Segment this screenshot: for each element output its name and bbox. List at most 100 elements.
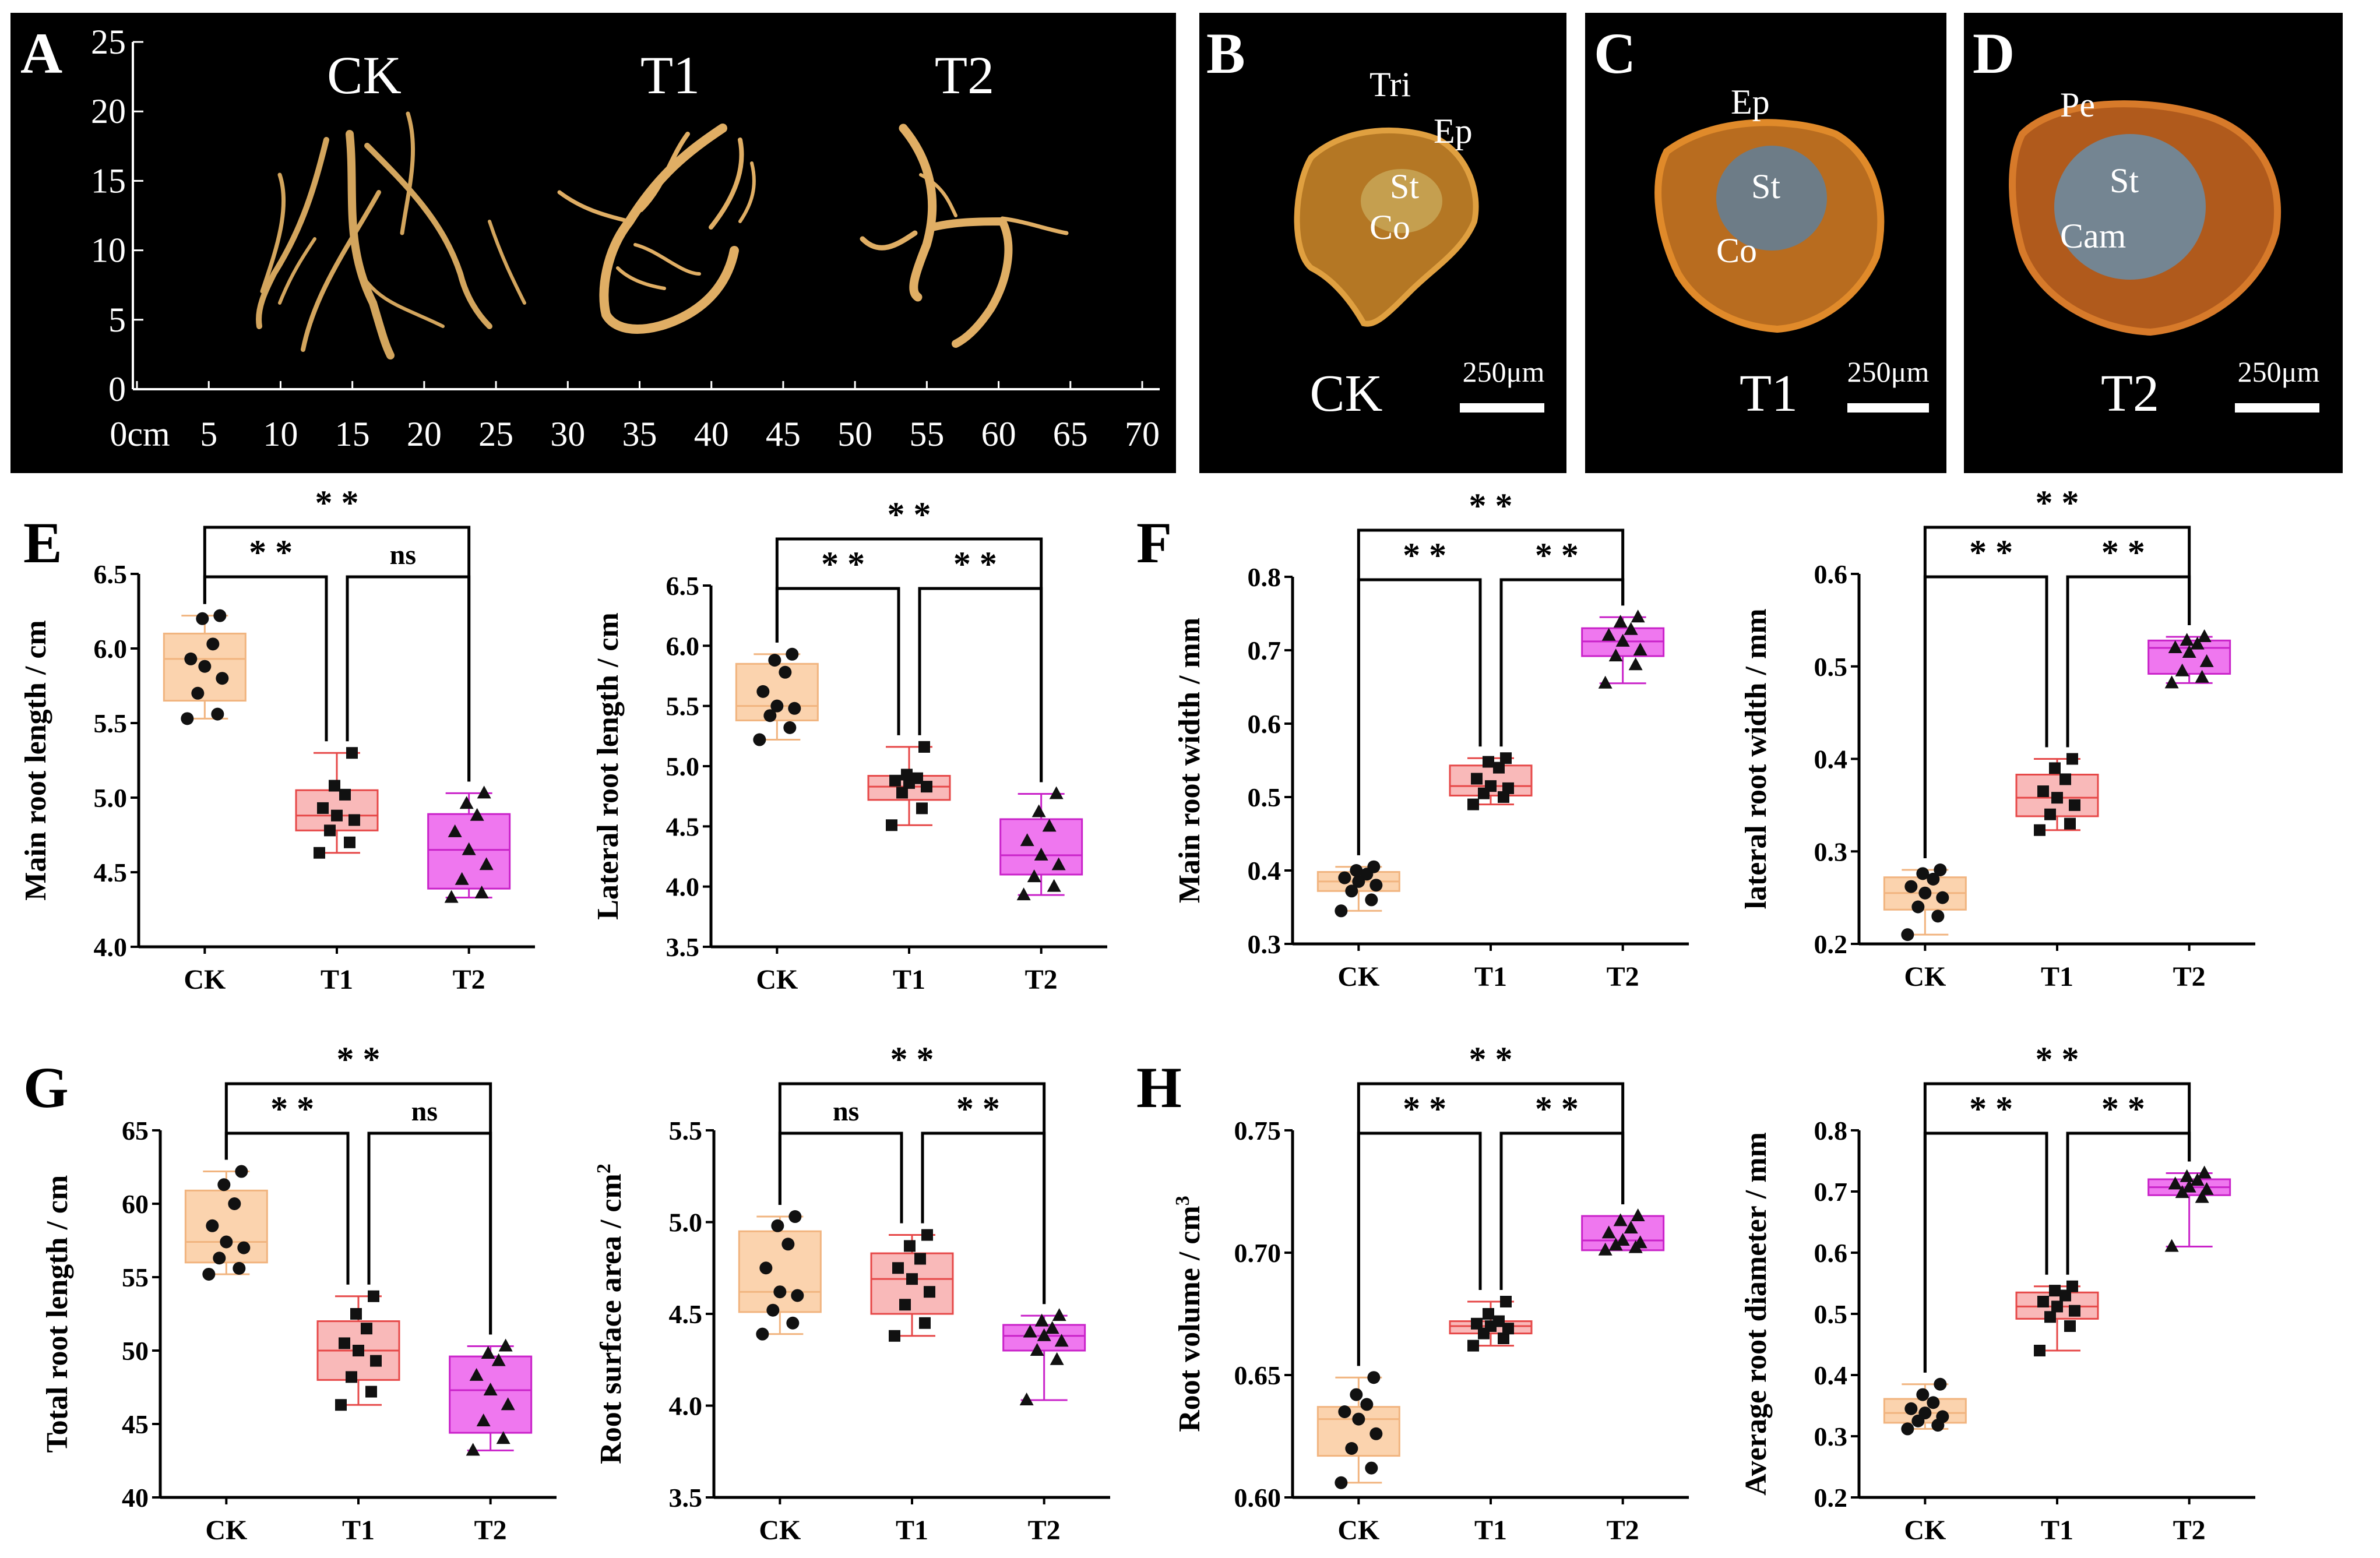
significance-bracket (203, 575, 328, 742)
significance-bracket (1499, 1132, 1625, 1290)
data-point (348, 814, 360, 826)
data-point (781, 1238, 795, 1251)
significance-bracket (778, 1132, 903, 1224)
panel-d-group: T2 (2101, 365, 2159, 422)
box-plot-8: 0.2 0.3 0.4 0.5 0.6 0.7 0.8 Average root diamet… (1740, 1040, 2255, 1546)
panel-b-label-ep: Ep (1434, 112, 1473, 150)
box-ck (184, 1165, 268, 1281)
box-t2 (449, 1338, 533, 1456)
data-point (1624, 1221, 1638, 1233)
ruler-x-label: 35 (622, 415, 657, 453)
x-tick-label: T2 (2173, 961, 2206, 992)
data-point (220, 1235, 233, 1249)
significance-label: * * (270, 1090, 314, 1128)
panel-d-letter: D (1973, 21, 2015, 86)
data-point (1911, 900, 1925, 914)
data-point (217, 1178, 231, 1192)
data-point (2175, 663, 2189, 676)
data-point (1367, 1371, 1381, 1384)
data-point (2164, 1239, 2179, 1252)
data-point (1918, 886, 1932, 900)
data-point (317, 802, 329, 814)
data-point (1502, 1323, 1514, 1335)
data-point (896, 787, 908, 799)
data-point (1042, 819, 1057, 832)
panel-d-label-st: St (2110, 161, 2139, 200)
x-tick-label: T1 (2041, 1515, 2073, 1546)
significance-label: * * (1469, 1040, 1513, 1078)
data-point (1500, 1296, 1512, 1307)
data-point (1030, 1343, 1044, 1356)
data-point (2044, 1311, 2056, 1323)
ruler-x-label: 30 (550, 415, 585, 453)
data-point (184, 652, 198, 665)
y-tick-label: 50 (122, 1336, 149, 1366)
panel-c-scale-bar (1847, 403, 1929, 413)
data-point (779, 665, 792, 679)
y-tick-label: 0.4 (1814, 1360, 1848, 1390)
box-plot-2: 3.5 4.0 4.5 5.0 5.5 6.0 6.5 Lateral root length… (592, 495, 1107, 995)
y-tick-label: 5.0 (669, 1208, 703, 1238)
data-point (1483, 756, 1494, 768)
y-axis-label: Root volume / cm3 (1172, 1196, 1207, 1432)
data-point (346, 747, 358, 759)
significance-bracket (918, 587, 1043, 782)
data-point (1027, 869, 1041, 883)
box-t1 (870, 1229, 954, 1342)
y-tick-label: 0.60 (1234, 1483, 1281, 1513)
y-tick-label: 0.3 (1814, 1422, 1848, 1451)
x-tick-label: T1 (893, 964, 925, 995)
box-ck (1316, 860, 1400, 918)
y-tick-label: 0.8 (1814, 1116, 1848, 1145)
data-point (1471, 1317, 1483, 1330)
x-tick-label: T2 (1607, 1515, 1639, 1546)
data-point (1615, 633, 1630, 647)
ruler-y-label: 20 (91, 92, 126, 131)
y-tick-label: 60 (122, 1189, 149, 1219)
box-t2 (2147, 629, 2231, 689)
data-point (2182, 644, 2196, 658)
x-tick-label: T2 (1607, 961, 1639, 992)
data-point (1628, 657, 1643, 671)
data-point (899, 1299, 911, 1311)
data-point (1615, 1233, 1630, 1246)
ruler-x-label: 65 (1053, 415, 1088, 453)
data-point (1023, 1324, 1037, 1338)
data-point (2168, 640, 2182, 653)
data-point (916, 802, 928, 815)
y-axis-label: Lateral root length / cm (592, 612, 625, 920)
y-tick-label: 4.5 (666, 812, 700, 841)
panel-b-group: CK (1309, 365, 1382, 422)
data-point (1498, 1333, 1509, 1344)
panel-letter: H (1136, 1055, 1182, 1120)
data-point (1020, 833, 1034, 847)
panel-c: C Ep St Co T1 250μm (1585, 13, 1946, 473)
data-point (1369, 1427, 1383, 1440)
y-tick-label: 4.5 (669, 1299, 703, 1329)
data-point (766, 1303, 780, 1317)
y-tick-label: 5.0 (666, 752, 700, 781)
y-tick-label: 0.2 (1814, 929, 1848, 959)
data-point (788, 702, 801, 715)
data-point (783, 721, 797, 734)
data-point (2037, 785, 2049, 798)
data-point (2066, 1280, 2078, 1292)
data-point (2069, 1305, 2080, 1317)
panel-c-label-st: St (1751, 167, 1780, 206)
panel-c-label-ep: Ep (1731, 83, 1770, 121)
panel-a-roots-t2 (860, 124, 1069, 348)
significance-label: ns (833, 1096, 859, 1127)
panel-a-photo-background (10, 13, 1176, 473)
data-point (763, 709, 777, 722)
ruler-x-label: 25 (478, 415, 513, 453)
data-point (788, 1210, 802, 1224)
y-tick-label: 0.4 (1814, 745, 1848, 774)
x-tick-label: T2 (1028, 1515, 1061, 1546)
data-point (1901, 1422, 1914, 1436)
ruler-y-label: 15 (91, 161, 126, 200)
data-point (335, 1399, 347, 1411)
panel-b-label-tri: Tri (1369, 65, 1411, 104)
panel-letter: G (23, 1055, 69, 1120)
data-point (1345, 884, 1358, 898)
data-point (1502, 782, 1514, 794)
